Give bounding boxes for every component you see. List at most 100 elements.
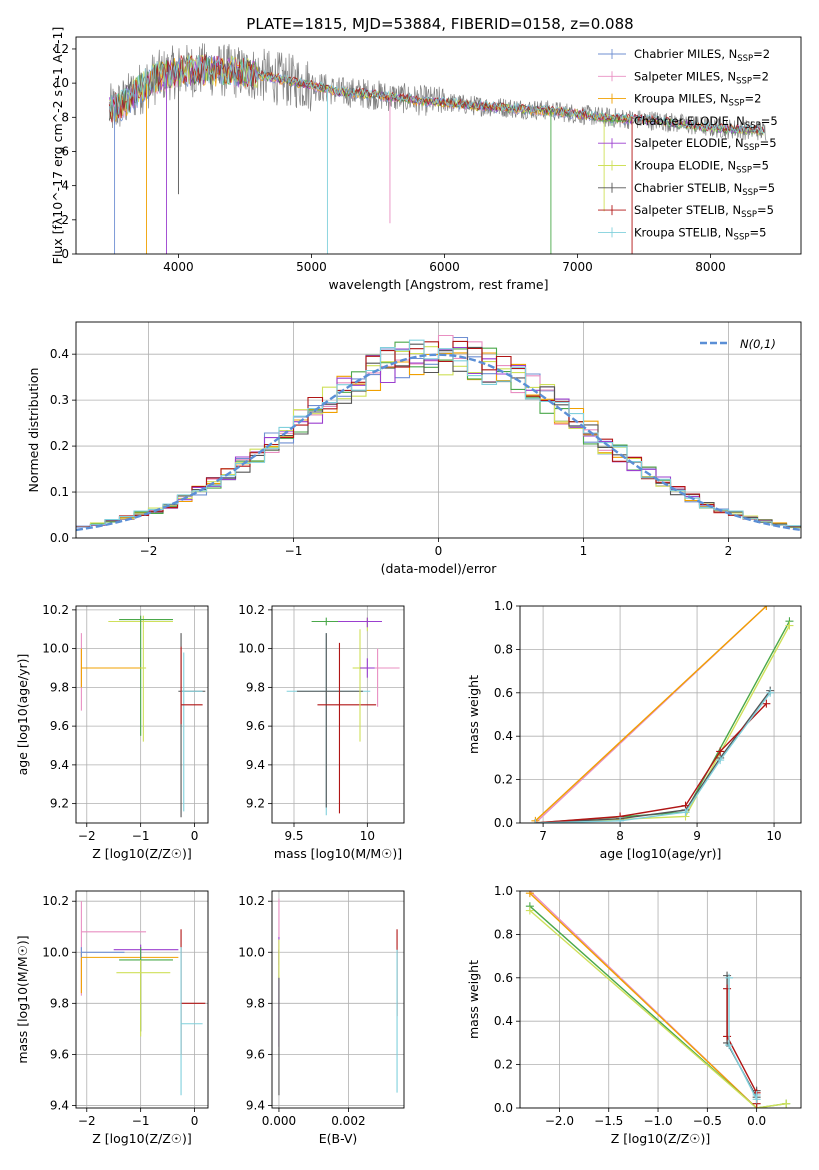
weight-marker bbox=[616, 816, 625, 823]
legend-entry: Chabrier ELODIE, NSSP=5 bbox=[634, 114, 778, 131]
weight-line bbox=[529, 892, 758, 1108]
x-tick-label: −1 bbox=[285, 544, 303, 558]
y-tick-label: 9.6 bbox=[246, 1047, 265, 1061]
x-tick-label: −1 bbox=[132, 829, 150, 843]
legend-value: =2 bbox=[744, 92, 761, 106]
weight-marker bbox=[525, 906, 534, 915]
figure-title: PLATE=1815, MJD=53884, FIBERID=0158, z=0… bbox=[246, 15, 633, 33]
legend-subscript: SSP bbox=[736, 166, 752, 176]
legend-value: =5 bbox=[749, 225, 766, 239]
y-tick-label: 0.2 bbox=[494, 1058, 513, 1072]
legend-text: Chabrier STELIB, N bbox=[634, 181, 742, 195]
y-tick-label: 9.8 bbox=[246, 680, 265, 694]
weight-marker bbox=[716, 747, 725, 756]
x-tick-label: 0 bbox=[191, 1114, 199, 1128]
legend-entry: Salpeter ELODIE, NSSP=5 bbox=[634, 136, 777, 153]
x-axis-label: Z [log10(Z/Z☉)] bbox=[92, 846, 192, 861]
data-point bbox=[119, 615, 173, 736]
legend-subscript: SSP bbox=[734, 232, 750, 242]
mass-weight-vs-metallicity-panel: −2.0 −1.5 −1.0 −0.5 0.0 0.0 0.2 0.4 0.6 0.8 1.0 Z [… bbox=[466, 884, 802, 1146]
age-vs-metallicity-panel: −2 −1 0 9.2 9.4 9.6 9.8 10.0 10.2 Z [log10(Z/Z☉)]… bbox=[15, 603, 209, 861]
y-tick-label: 10.0 bbox=[238, 945, 265, 959]
y-tick-label: 8 bbox=[61, 110, 69, 124]
weight-line bbox=[529, 909, 787, 1108]
axes-frame bbox=[75, 605, 209, 824]
legend-entry: N(0,1) bbox=[740, 337, 776, 351]
y-tick-label: 0.8 bbox=[494, 927, 513, 941]
x-tick-label: 2 bbox=[725, 544, 733, 558]
y-tick-label: 10.2 bbox=[238, 894, 265, 908]
x-tick-label: 10 bbox=[766, 829, 781, 843]
y-tick-label: 10.0 bbox=[238, 642, 265, 656]
legend-subscript: SSP bbox=[745, 121, 761, 131]
data-point bbox=[181, 652, 203, 812]
legend-text: Kroupa ELODIE, N bbox=[634, 159, 736, 173]
legend-text: Salpeter MILES, N bbox=[634, 69, 736, 83]
legend-entry: Salpeter STELIB, NSSP=5 bbox=[634, 203, 774, 220]
x-tick-label: 0.002 bbox=[331, 1114, 365, 1128]
weight-line bbox=[535, 625, 791, 823]
weight-marker bbox=[762, 606, 771, 610]
y-tick-label: 9.8 bbox=[246, 996, 265, 1010]
data-point bbox=[178, 633, 206, 818]
x-tick-label: −2 bbox=[78, 829, 96, 843]
y-tick-label: 10 bbox=[54, 76, 69, 90]
y-tick-label: 0.6 bbox=[494, 971, 513, 985]
y-tick-label: 10.0 bbox=[42, 642, 69, 656]
legend-entry: Kroupa STELIB, NSSP=5 bbox=[634, 225, 766, 242]
y-axis-label: age [log10(age/yr)] bbox=[15, 654, 30, 776]
mass-vs-metallicity-panel: −2 −1 0 9.4 9.6 9.8 10.0 10.2 Z [log10(Z/Z☉)] mas… bbox=[15, 890, 209, 1146]
axes-frame bbox=[75, 890, 209, 1109]
weight-marker bbox=[725, 973, 734, 982]
age-vs-mass-plot-area bbox=[272, 606, 404, 823]
weight-marker bbox=[782, 1099, 791, 1108]
x-axis-label: (data-model)/error bbox=[381, 561, 498, 576]
y-tick-label: 9.6 bbox=[246, 719, 265, 733]
weight-marker bbox=[681, 808, 690, 817]
y-axis-label: Normed distribution bbox=[26, 368, 41, 493]
weight-marker bbox=[723, 984, 732, 993]
axes-frame bbox=[271, 890, 405, 1109]
legend-value: =2 bbox=[752, 69, 769, 83]
data-point bbox=[80, 633, 147, 711]
legend-text: Kroupa MILES, N bbox=[634, 92, 729, 106]
y-tick-label: 9.4 bbox=[50, 1098, 69, 1112]
legend-value: =5 bbox=[758, 181, 775, 195]
axes-frame bbox=[519, 605, 802, 824]
weight-marker bbox=[531, 819, 540, 823]
weight-line bbox=[726, 975, 758, 1098]
y-tick-label: 0.6 bbox=[494, 686, 513, 700]
y-axis-label: mass [log10(M/M☉)] bbox=[15, 935, 30, 1063]
legend-subscript: SSP bbox=[744, 143, 760, 153]
spectrum-plot-area bbox=[108, 43, 767, 254]
weight-marker bbox=[766, 688, 775, 697]
y-tick-label: 0.1 bbox=[50, 485, 69, 499]
model-spectrum-9 bbox=[108, 54, 764, 135]
x-tick-label: 0.000 bbox=[262, 1114, 296, 1128]
weight-line bbox=[535, 703, 767, 823]
data-point bbox=[140, 629, 147, 742]
y-axis-label: mass weight bbox=[466, 960, 481, 1039]
y-tick-label: 0.2 bbox=[494, 773, 513, 787]
x-tick-label: 0 bbox=[435, 544, 443, 558]
weight-marker bbox=[752, 1090, 761, 1099]
age-vs-Z-plot-area bbox=[76, 606, 208, 823]
y-tick-label: 2 bbox=[61, 213, 69, 227]
legend-value: =5 bbox=[760, 136, 777, 150]
x-tick-label: 0.0 bbox=[747, 1114, 766, 1128]
weight-line bbox=[535, 690, 771, 823]
x-tick-label: 10 bbox=[360, 829, 375, 843]
y-tick-label: 0.8 bbox=[494, 642, 513, 656]
y-tick-label: 0.4 bbox=[494, 1014, 513, 1028]
y-tick-label: 10.0 bbox=[42, 945, 69, 959]
x-axis-label: Z [log10(Z/Z☉)] bbox=[611, 1131, 711, 1146]
weight-marker bbox=[725, 1041, 734, 1050]
x-axis-label: age [log10(age/yr)] bbox=[600, 846, 722, 861]
model-spectrum-7 bbox=[108, 54, 765, 136]
data-point bbox=[338, 617, 382, 628]
x-tick-label: −1.0 bbox=[643, 1114, 672, 1128]
y-tick-label: 0.4 bbox=[50, 347, 69, 361]
y-axis-label: Flux [fλ10^-17 erg cm^-2 s^-1 A^-1] bbox=[50, 27, 65, 265]
data-point bbox=[286, 633, 371, 816]
axes-frame bbox=[271, 605, 405, 824]
